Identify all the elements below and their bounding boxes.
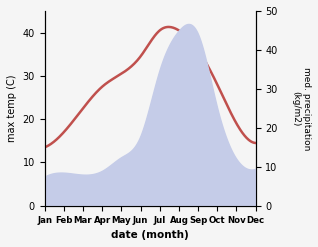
Y-axis label: med. precipitation
(kg/m2): med. precipitation (kg/m2) [292, 67, 311, 150]
Y-axis label: max temp (C): max temp (C) [7, 75, 17, 142]
X-axis label: date (month): date (month) [111, 230, 189, 240]
